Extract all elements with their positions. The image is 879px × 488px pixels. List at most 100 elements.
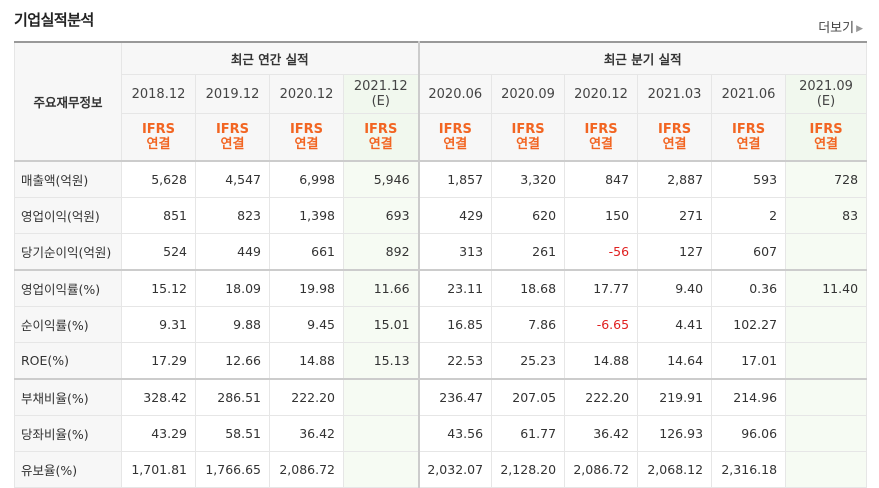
metric-value: 43.29 xyxy=(121,415,196,452)
ifrs-label: IFRS xyxy=(364,122,398,137)
period-date: 2020.06 xyxy=(428,86,483,102)
quarter-header: 최근 분기 실적 xyxy=(417,41,868,75)
metric-value: 22.53 xyxy=(417,342,493,380)
metric-value: -56 xyxy=(564,233,639,271)
metric-value: 43.56 xyxy=(417,415,493,452)
metric-value: 2,887 xyxy=(637,160,713,198)
ifrs-badge: IFRS 연결 xyxy=(637,113,713,162)
metric-value: 607 xyxy=(711,233,787,271)
metric-value xyxy=(785,378,868,416)
metric-value: 126.93 xyxy=(637,415,713,452)
ifrs-badge: IFRS 연결 xyxy=(491,113,566,162)
annual-header: 최근 연간 실적 xyxy=(120,41,420,75)
table-row: 당좌비율(%) 43.29 58.51 36.42 43.56 61.77 36.42 126… xyxy=(14,415,868,452)
metric-value: 18.68 xyxy=(491,269,566,307)
metric-value: 222.20 xyxy=(564,378,639,416)
metric-value xyxy=(785,342,868,380)
metric-label: 순이익률(%) xyxy=(14,306,122,343)
metric-value: 14.64 xyxy=(637,342,713,380)
metric-value: 15.12 xyxy=(121,269,196,307)
consolidated-label: 연결 xyxy=(736,137,761,152)
period-date: 2021.09 xyxy=(799,79,853,94)
period-header: 2020.09 xyxy=(491,74,566,114)
metric-value: 17.29 xyxy=(121,342,196,380)
metric-value: 620 xyxy=(491,197,566,234)
period-date: 2021.03 xyxy=(647,86,702,102)
consolidated-label: 연결 xyxy=(146,137,171,152)
metric-value: 96.06 xyxy=(711,415,787,452)
section-title: 기업실적분석 xyxy=(14,11,94,29)
consolidated-label: 연결 xyxy=(294,137,319,152)
metric-value: 2,086.72 xyxy=(564,451,639,488)
ifrs-badge: IFRS 연결 xyxy=(269,113,344,162)
metric-value: 823 xyxy=(195,197,270,234)
metric-value: 17.01 xyxy=(711,342,787,380)
table-row: 당기순이익(억원) 524 449 661 892 313 261 -56 127 607 xyxy=(14,233,868,271)
table-row: ROE(%) 17.29 12.66 14.88 15.13 22.53 25.23 14.8… xyxy=(14,342,868,380)
metric-value: 16.85 xyxy=(417,306,493,343)
metric-value: 2,128.20 xyxy=(491,451,566,488)
ifrs-label: IFRS xyxy=(289,122,324,137)
ifrs-label: IFRS xyxy=(584,122,618,137)
period-date: 2020.09 xyxy=(501,86,555,102)
metric-value: 214.96 xyxy=(711,378,787,416)
ifrs-badge: IFRS 연결 xyxy=(121,113,196,162)
period-date: 2021.12 xyxy=(353,79,408,94)
metric-value: 661 xyxy=(269,233,344,271)
metric-value: 219.91 xyxy=(637,378,713,416)
metric-label: 당기순이익(억원) xyxy=(14,233,122,271)
metric-value: 14.88 xyxy=(564,342,639,380)
period-header: 2021.12 (E) xyxy=(342,74,420,114)
metric-value: 222.20 xyxy=(269,378,344,416)
financial-table: 주요재무정보 최근 연간 실적 최근 분기 실적 2018.12 2019.12 2… xyxy=(14,41,868,488)
metric-value: 2,068.12 xyxy=(637,451,713,488)
metric-value xyxy=(342,415,420,452)
metric-value: 15.01 xyxy=(342,306,420,343)
metric-value: 3,320 xyxy=(491,160,566,198)
metric-value: 4,547 xyxy=(195,160,270,198)
metric-value: 36.42 xyxy=(269,415,344,452)
metric-value: 25.23 xyxy=(491,342,566,380)
metric-value: 2,032.07 xyxy=(417,451,493,488)
period-header: 2020.12 xyxy=(269,74,344,114)
metric-value: 313 xyxy=(417,233,493,271)
ifrs-label: IFRS xyxy=(141,122,176,137)
consolidated-label: 연결 xyxy=(443,137,468,152)
metric-value: 4.41 xyxy=(637,306,713,343)
metric-value: 286.51 xyxy=(195,378,270,416)
metric-value: 7.86 xyxy=(491,306,566,343)
ifrs-badge: IFRS 연결 xyxy=(564,113,639,162)
metric-value: 593 xyxy=(711,160,787,198)
metric-value: 1,857 xyxy=(417,160,493,198)
metric-value: 12.66 xyxy=(195,342,270,380)
metric-value: 728 xyxy=(785,160,868,198)
metric-value: 17.77 xyxy=(564,269,639,307)
ifrs-label: IFRS xyxy=(215,122,250,137)
metric-value: 83 xyxy=(785,197,868,234)
metric-value xyxy=(785,306,868,343)
metric-value: 11.40 xyxy=(785,269,868,307)
metric-value: 150 xyxy=(564,197,639,234)
metric-label: ROE(%) xyxy=(14,342,122,380)
metric-value: 207.05 xyxy=(491,378,566,416)
chevron-right-icon: ▶ xyxy=(856,24,863,34)
metric-value xyxy=(785,233,868,271)
period-header: 2019.12 xyxy=(195,74,270,114)
metric-value: 6,998 xyxy=(269,160,344,198)
metric-value: 127 xyxy=(637,233,713,271)
metric-value: 0.36 xyxy=(711,269,787,307)
consolidated-label: 연결 xyxy=(220,137,245,152)
period-date: 2020.12 xyxy=(279,86,334,102)
metric-value: 23.11 xyxy=(417,269,493,307)
metric-value: 15.13 xyxy=(342,342,420,380)
metric-value: 18.09 xyxy=(195,269,270,307)
more-link[interactable]: 더보기 ▶ xyxy=(818,17,863,36)
metric-value: 1,701.81 xyxy=(121,451,196,488)
consolidated-label: 연결 xyxy=(662,137,687,152)
metric-value: 9.45 xyxy=(269,306,344,343)
more-label: 더보기 xyxy=(818,21,855,36)
period-header: 2020.12 xyxy=(564,74,639,114)
ifrs-label: IFRS xyxy=(511,122,545,137)
ifrs-label: IFRS xyxy=(731,122,766,137)
table-row: 영업이익률(%) 15.12 18.09 19.98 11.66 23.11 18.68 17… xyxy=(14,269,868,307)
